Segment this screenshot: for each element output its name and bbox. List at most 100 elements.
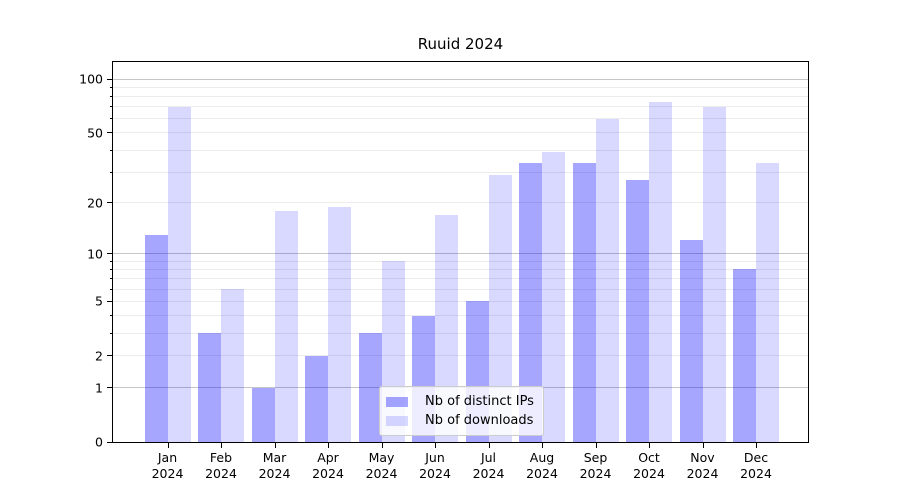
bar-nb-of-downloads-jul-2024 bbox=[488, 174, 512, 442]
x-tick-label-nov-2024: Nov 2024 bbox=[686, 450, 719, 481]
y-tick-5 bbox=[107, 300, 113, 302]
legend-entry-downloads: Nb of downloads bbox=[386, 411, 534, 430]
x-tick-label-jul-2024: Jul 2024 bbox=[472, 450, 505, 481]
x-tick-aug-2024 bbox=[542, 442, 543, 448]
gridline-y-20 bbox=[113, 202, 808, 204]
x-tick-label-jun-2024: Jun 2024 bbox=[419, 450, 451, 481]
y-minor-tick-70 bbox=[110, 106, 113, 108]
bar-nb-of-distinct-ips-sep-2024 bbox=[572, 162, 596, 442]
x-tick-dec-2024 bbox=[756, 442, 757, 448]
plot-area: Nb of distinct IPs Nb of downloads 0 1 2 5 1… bbox=[79, 61, 809, 481]
bar-nb-of-downloads-mar-2024 bbox=[274, 210, 298, 442]
y-minor-tick-30 bbox=[110, 171, 113, 173]
bar-nb-of-distinct-ips-may-2024 bbox=[358, 333, 382, 442]
bar-nb-of-downloads-aug-2024 bbox=[542, 152, 565, 442]
x-tick-label-oct-2024: Oct 2024 bbox=[633, 450, 665, 481]
bar-nb-of-distinct-ips-aug-2024 bbox=[519, 162, 542, 442]
gridline-y-60 bbox=[113, 118, 808, 120]
gridline-y-90 bbox=[113, 86, 808, 88]
y-tick-label-50: 50 bbox=[87, 125, 103, 141]
x-tick-label-jan-2024: Jan 2024 bbox=[151, 450, 184, 481]
y-tick-label-20: 20 bbox=[87, 195, 103, 211]
gridline-y-8 bbox=[113, 268, 808, 270]
y-tick-label-0: 0 bbox=[95, 434, 103, 450]
x-tick-feb-2024 bbox=[221, 442, 222, 448]
x-tick-label-dec-2024: Dec 2024 bbox=[740, 450, 772, 481]
bar-nb-of-downloads-nov-2024 bbox=[702, 106, 726, 442]
legend-swatch-downloads-icon bbox=[386, 415, 408, 426]
y-tick-50 bbox=[107, 132, 113, 134]
x-tick-label-may-2024: May 2024 bbox=[365, 450, 398, 481]
gridline-y-2 bbox=[113, 355, 808, 357]
legend-label-distinct-ips: Nb of distinct IPs bbox=[425, 394, 534, 409]
bar-nb-of-distinct-ips-oct-2024 bbox=[626, 180, 649, 442]
x-tick-mar-2024 bbox=[274, 442, 276, 448]
y-minor-tick-3 bbox=[110, 332, 113, 334]
bar-nb-of-downloads-oct-2024 bbox=[649, 101, 672, 442]
legend-entry-distinct-ips: Nb of distinct IPs bbox=[386, 392, 534, 411]
gridline-y-30 bbox=[113, 171, 808, 173]
legend: Nb of distinct IPs Nb of downloads bbox=[379, 386, 544, 436]
x-tick-oct-2024 bbox=[649, 442, 650, 448]
y-tick-2 bbox=[107, 355, 113, 357]
y-minor-tick-80 bbox=[110, 96, 113, 98]
bar-nb-of-downloads-sep-2024 bbox=[595, 118, 619, 442]
bar-nb-of-distinct-ips-mar-2024 bbox=[251, 387, 275, 442]
x-tick-label-aug-2024: Aug 2024 bbox=[526, 450, 558, 481]
gridline-y-7 bbox=[113, 278, 808, 280]
bar-nb-of-distinct-ips-apr-2024 bbox=[305, 355, 328, 442]
x-tick-jan-2024 bbox=[167, 442, 169, 448]
x-tick-label-feb-2024: Feb 2024 bbox=[205, 450, 237, 481]
bar-nb-of-downloads-apr-2024 bbox=[328, 206, 351, 442]
chart-title: Ruuid 2024 bbox=[417, 35, 504, 53]
y-tick-label-5: 5 bbox=[95, 293, 103, 309]
y-minor-tick-40 bbox=[110, 149, 113, 151]
gridline-y-4 bbox=[113, 314, 808, 316]
legend-swatch-distinct-ips-icon bbox=[386, 396, 408, 407]
y-minor-tick-90 bbox=[110, 86, 113, 88]
y-minor-tick-6 bbox=[110, 288, 113, 290]
x-tick-apr-2024 bbox=[328, 442, 329, 448]
x-tick-label-apr-2024: Apr 2024 bbox=[312, 450, 344, 481]
bar-nb-of-distinct-ips-feb-2024 bbox=[198, 333, 221, 442]
bar-nb-of-downloads-dec-2024 bbox=[756, 162, 779, 442]
y-tick-0 bbox=[107, 441, 113, 443]
bar-nb-of-distinct-ips-nov-2024 bbox=[679, 240, 703, 442]
gridline-y-10 bbox=[113, 253, 808, 254]
y-tick-label-1: 1 bbox=[95, 380, 103, 395]
gridline-y-3 bbox=[113, 332, 808, 334]
gridline-y-80 bbox=[113, 96, 808, 98]
gridline-y-40 bbox=[113, 149, 808, 151]
y-tick-label-2: 2 bbox=[95, 348, 103, 364]
y-minor-tick-60 bbox=[110, 118, 113, 120]
bar-nb-of-distinct-ips-jan-2024 bbox=[144, 234, 168, 442]
bar-nb-of-distinct-ips-dec-2024 bbox=[733, 269, 756, 442]
x-tick-jul-2024 bbox=[488, 442, 490, 448]
gridline-y-50 bbox=[113, 132, 808, 134]
bar-nb-of-downloads-jan-2024 bbox=[167, 106, 191, 442]
x-tick-may-2024 bbox=[381, 442, 383, 448]
y-tick-100 bbox=[107, 78, 113, 80]
y-tick-label-100: 100 bbox=[79, 71, 103, 87]
gridline-y-5 bbox=[113, 300, 808, 302]
y-tick-label-10: 10 bbox=[87, 246, 103, 261]
gridline-y-100 bbox=[113, 78, 808, 80]
y-tick-10 bbox=[107, 253, 113, 254]
y-tick-20 bbox=[107, 202, 113, 204]
x-tick-sep-2024 bbox=[595, 442, 597, 448]
gridline-y-9 bbox=[113, 260, 808, 262]
x-tick-label-mar-2024: Mar 2024 bbox=[258, 450, 291, 481]
y-minor-tick-4 bbox=[110, 314, 113, 316]
y-minor-tick-7 bbox=[110, 278, 113, 280]
y-tick-1 bbox=[107, 387, 113, 388]
x-tick-nov-2024 bbox=[702, 442, 704, 448]
gridline-y-6 bbox=[113, 288, 808, 290]
x-tick-jun-2024 bbox=[435, 442, 436, 448]
legend-label-downloads: Nb of downloads bbox=[425, 413, 534, 428]
y-minor-tick-9 bbox=[110, 260, 113, 262]
y-minor-tick-8 bbox=[110, 268, 113, 270]
bar-nb-of-downloads-jun-2024 bbox=[435, 214, 458, 442]
bar-nb-of-downloads-feb-2024 bbox=[221, 289, 244, 442]
gridline-y-70 bbox=[113, 106, 808, 108]
